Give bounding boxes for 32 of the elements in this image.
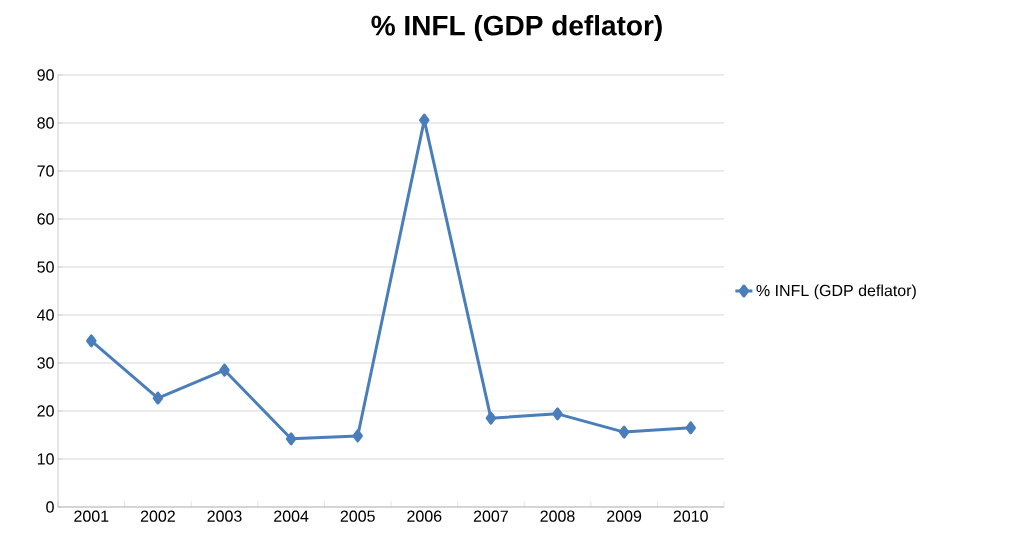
- y-tick-label: 20: [37, 405, 54, 417]
- point: [685, 421, 696, 435]
- x-tick-label: 2007: [473, 510, 508, 522]
- x-tick-label: 2001: [74, 510, 109, 522]
- chart-title: % INFL (GDP deflator): [371, 14, 662, 42]
- x-tick-label: 2008: [540, 510, 575, 522]
- point: [86, 334, 97, 348]
- x-tick-label: 2003: [207, 510, 242, 522]
- x-tick-label: 2004: [274, 510, 309, 522]
- point: [485, 411, 497, 425]
- y-tick-label: 80: [37, 117, 54, 129]
- point: [152, 391, 164, 405]
- y-tick-label: 40: [37, 309, 54, 321]
- y-tick-label: 70: [37, 165, 54, 177]
- point: [552, 407, 563, 421]
- legend-label: % INFL (GDP deflator): [756, 284, 916, 300]
- x-tick-label: 2002: [140, 510, 175, 522]
- y-tick-label: 10: [37, 453, 54, 465]
- x-tick-label: 2009: [607, 510, 642, 522]
- y-tick-label: 60: [37, 213, 54, 225]
- y-tick-label: 0: [46, 501, 54, 513]
- y-tick-label: 30: [37, 357, 54, 369]
- point: [419, 113, 430, 127]
- y-tick-label: 90: [37, 69, 54, 81]
- x-tick-label: 2005: [340, 510, 375, 522]
- point: [618, 425, 630, 439]
- point: [219, 363, 230, 377]
- point: [352, 429, 363, 443]
- x-tick-label: 2010: [673, 510, 708, 522]
- x-tick-label: 2006: [407, 510, 442, 522]
- y-tick-label: 50: [37, 261, 54, 273]
- point: [285, 432, 297, 446]
